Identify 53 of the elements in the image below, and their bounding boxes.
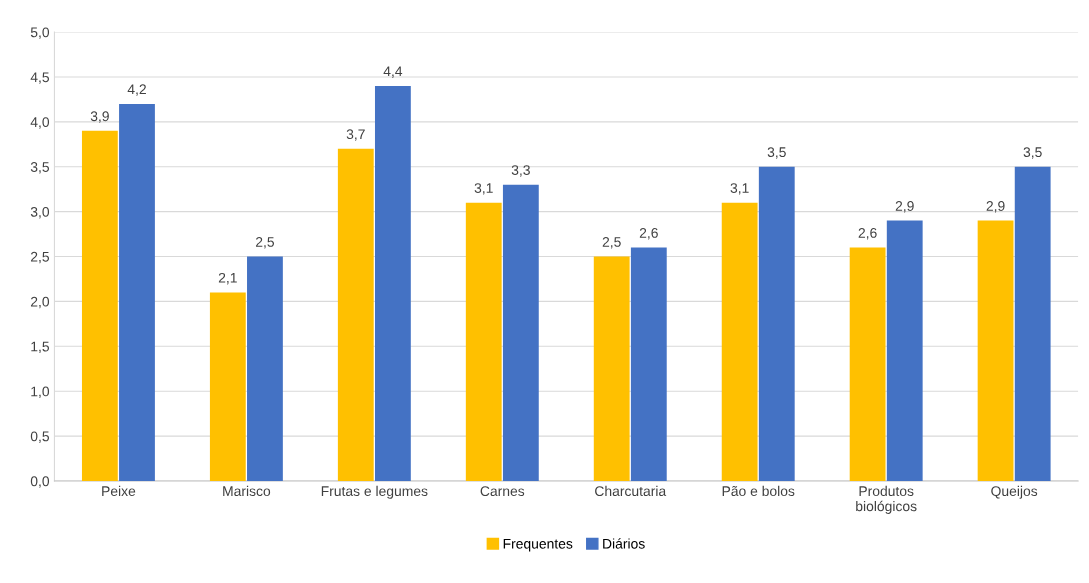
y-tick-label: 4,5 (30, 72, 50, 84)
y-tick-label: 1,0 (31, 386, 50, 398)
bar (337, 148, 374, 481)
data-label: 3,1 (474, 183, 493, 195)
bar (119, 103, 155, 481)
data-label: 2,1 (218, 272, 237, 285)
legend-label: Diários (603, 538, 645, 549)
x-tick-label: Peixe (102, 485, 136, 497)
bar (502, 184, 539, 481)
bar (630, 247, 667, 481)
data-label: 2,5 (255, 237, 275, 249)
y-tick-label: 1,5 (31, 341, 50, 354)
y-tick-label: 2,0 (30, 296, 50, 309)
bar (465, 202, 502, 481)
data-label: 3,1 (730, 183, 749, 195)
x-tick-label: Queijos (991, 485, 1038, 499)
bar (849, 247, 886, 481)
bar (1014, 166, 1051, 481)
y-tick-label: 4,0 (30, 117, 50, 129)
bar (758, 166, 795, 481)
data-label: 2,6 (639, 228, 658, 240)
data-label: 2,9 (895, 201, 914, 213)
data-label: 4,4 (383, 66, 403, 78)
data-label: 3,5 (767, 147, 786, 159)
x-tick-label: Marisco (223, 485, 271, 497)
bar (977, 220, 1014, 481)
bar (886, 220, 923, 481)
data-label: 3,5 (1023, 147, 1042, 159)
x-tick-label: Frutas e legumes (321, 485, 428, 499)
x-tick-label: Produtos biológicos (856, 485, 917, 514)
bar (721, 202, 758, 481)
data-label: 3,7 (346, 129, 365, 141)
data-label: 3,9 (90, 111, 109, 123)
y-tick-label: 5,0 (30, 27, 50, 39)
data-label: 4,2 (127, 84, 146, 96)
data-label: 3,3 (511, 165, 530, 177)
y-tick-label: 0,5 (30, 431, 50, 443)
y-tick-label: 3,0 (30, 206, 50, 219)
bar (593, 256, 630, 481)
bar (81, 130, 118, 481)
bar (247, 256, 283, 481)
x-tick-label: Carnes (480, 486, 525, 497)
y-tick-label: 0,0 (30, 476, 50, 488)
legend-label: Frequentes (503, 538, 573, 552)
x-tick-label: Charcutaria (595, 485, 667, 497)
x-tick-label: Pão e bolos (722, 485, 795, 497)
data-label: 2,9 (986, 201, 1005, 213)
bar (374, 85, 411, 481)
y-tick-label: 2,5 (30, 251, 50, 264)
data-label: 2,6 (858, 228, 877, 240)
bar (209, 292, 246, 481)
y-tick-label: 3,5 (30, 162, 50, 174)
data-label: 2,5 (602, 237, 621, 249)
